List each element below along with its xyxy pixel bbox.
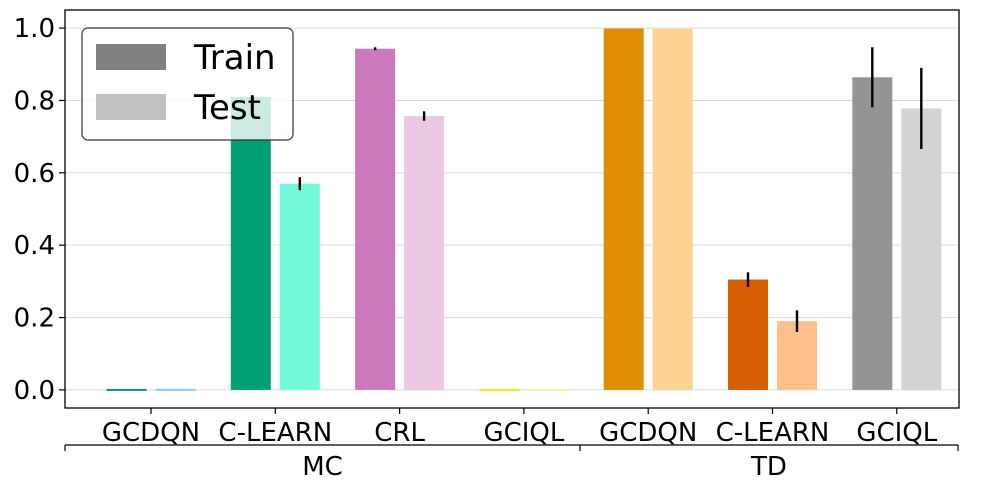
y-tick-label: 1.0 <box>14 14 55 44</box>
y-tick-label: 0.4 <box>14 231 55 261</box>
y-tick-label: 0.8 <box>14 86 55 116</box>
y-tick-label: 0.6 <box>14 159 55 189</box>
x-tick-label: CRL <box>374 418 425 448</box>
bar-layer <box>106 28 942 391</box>
train-bar <box>728 279 768 390</box>
test-bar <box>279 183 320 390</box>
test-bar <box>901 108 942 390</box>
x-tick-label: GCIQL <box>483 418 564 448</box>
y-axis: 0.0 0.2 0.4 0.6 0.8 1.0 <box>14 14 65 406</box>
y-tick-label: 0.0 <box>14 376 55 406</box>
legend-label: Test <box>193 88 261 128</box>
test-bar <box>652 28 693 390</box>
test-bar <box>155 388 196 391</box>
x-tick-label: GCDQN <box>102 418 200 448</box>
errorbar-layer <box>298 47 923 333</box>
train-bar <box>230 96 271 390</box>
group-label: TD <box>750 452 787 482</box>
train-bar <box>852 77 893 390</box>
test-bar <box>404 116 445 390</box>
train-bar <box>603 28 644 390</box>
test-bar <box>777 321 817 390</box>
legend-label: Train <box>193 38 276 78</box>
legend-swatch <box>96 44 166 70</box>
train-bar <box>106 388 147 391</box>
legend-swatch <box>96 94 166 120</box>
y-tick-label: 0.2 <box>14 304 55 334</box>
x-tick-label: GCIQL <box>856 418 937 448</box>
test-bar <box>528 388 569 391</box>
group-label: MC <box>302 452 343 482</box>
x-axis: GCDQN C-LEARN CRL GCIQL GCDQN C-LEARN GCIQL <box>102 408 938 448</box>
legend: Train Test <box>81 27 294 141</box>
group-axis: MC TD <box>64 444 959 482</box>
x-tick-label: C-LEARN <box>716 418 830 448</box>
train-bar <box>479 388 520 391</box>
x-tick-label: C-LEARN <box>218 418 332 448</box>
train-bar <box>355 48 396 390</box>
plot-frame <box>64 9 960 409</box>
x-tick-label: GCDQN <box>599 418 697 448</box>
